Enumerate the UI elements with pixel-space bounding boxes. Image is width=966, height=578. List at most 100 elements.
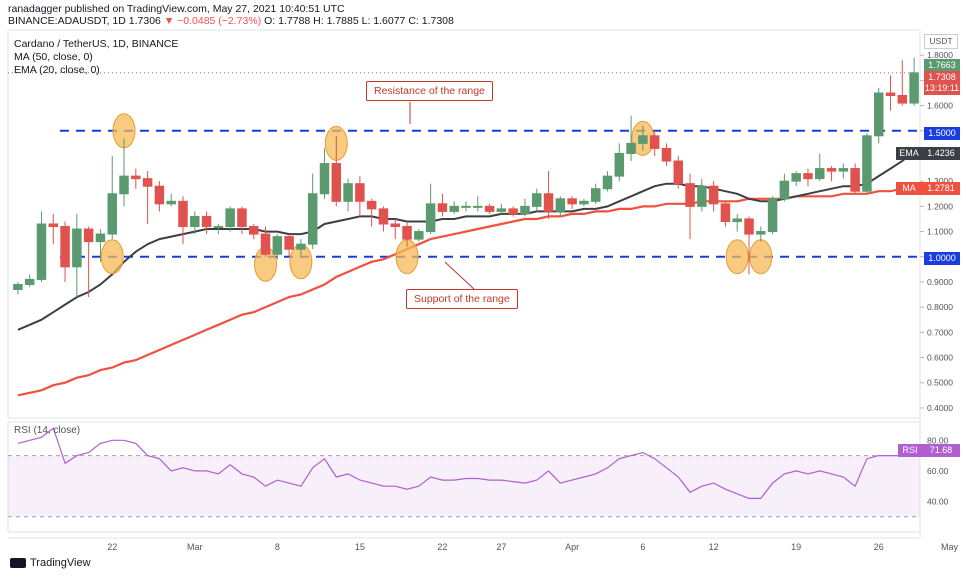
candle-body (355, 183, 365, 202)
price-tick-label: 1.3000 (927, 176, 953, 186)
candle-body (119, 175, 129, 195)
rsi-tag: RSI 71.68 (898, 444, 960, 457)
time-tick-label: 22 (107, 542, 117, 552)
time-tick-label: 19 (791, 542, 801, 552)
candle-body (626, 142, 636, 154)
support-level-tag: 1.0000 (924, 252, 960, 265)
price-tick-label: 0.4000 (927, 403, 953, 413)
candle-body (296, 243, 306, 250)
candle-body (366, 200, 377, 210)
support-annotation: Support of the range (406, 289, 518, 309)
rsi-tick-label: 40.00 (927, 496, 949, 506)
ema-tag: EMA 1.4236 (896, 147, 960, 160)
candle-body (425, 203, 436, 233)
touch-highlight (100, 239, 124, 275)
candle-body (343, 183, 353, 202)
touch-highlight (725, 239, 749, 275)
candle-body (484, 205, 495, 212)
price-tick-label: 1.1000 (927, 227, 953, 237)
candle-body (414, 231, 424, 240)
candle-body (461, 205, 471, 208)
rsi-tag-label: RSI (902, 445, 918, 455)
ma-tag-value: 1.2781 (927, 183, 955, 193)
candle-body (496, 208, 507, 212)
tradingview-mark-icon (10, 558, 26, 568)
candle-body (803, 173, 813, 180)
legend-ema[interactable]: EMA (20, close, 0) (14, 64, 100, 76)
candle-body (331, 163, 342, 202)
candle-body (638, 135, 648, 144)
candle-body (225, 208, 235, 228)
candle-body (107, 193, 117, 235)
candle-body (685, 183, 695, 207)
ma-tag-label: MA (902, 183, 916, 193)
candle-body (378, 208, 389, 225)
price-tick-label: 1.8000 (927, 50, 953, 60)
candle-body (567, 198, 577, 205)
candle-body (614, 152, 625, 177)
ohlc-values: O: 1.7788 H: 1.7885 L: 1.6077 C: 1.7308 (264, 15, 454, 27)
price-change: ▼ −0.0485 (−2.73%) (163, 15, 262, 27)
rsi-band-fill (8, 455, 920, 517)
price-tick-label: 0.7000 (927, 327, 953, 337)
candle-body (885, 92, 896, 97)
resistance-level-tag: 1.5000 (924, 127, 960, 140)
candle-body (213, 226, 224, 229)
ma50-line (17, 185, 915, 397)
price-tick-label: 0.6000 (927, 353, 953, 363)
rsi-tag-value: 71.68 (929, 445, 953, 455)
rsi-pane (7, 421, 921, 533)
legend-ma[interactable]: MA (50, close, 0) (14, 51, 93, 63)
candle-body (13, 283, 23, 291)
candle-body (449, 205, 459, 212)
candle-body (83, 228, 94, 243)
ema-tag-label: EMA (899, 148, 919, 158)
ema20-line (17, 150, 915, 331)
time-tick-label: 26 (874, 542, 884, 552)
last-price-tag: 1.7308 (924, 71, 960, 84)
candle-body (72, 228, 82, 268)
price-tick-label: 0.8000 (927, 302, 953, 312)
candle-body (697, 185, 707, 207)
candle-body (767, 198, 778, 233)
candle-body (131, 175, 141, 180)
candle-body (190, 215, 200, 228)
candle-body (237, 208, 247, 228)
candle-body (166, 200, 176, 205)
candle-body (543, 193, 554, 212)
candle-body (201, 215, 212, 228)
rsi-legend[interactable]: RSI (14, close) (14, 425, 81, 436)
candle-body (272, 236, 283, 255)
price-tick-label: 1.6000 (927, 101, 953, 111)
time-tick-label: May (941, 542, 959, 552)
candle-body (260, 233, 271, 255)
candle-body (661, 147, 672, 162)
candle-body (520, 205, 530, 215)
time-tick-label: Mar (187, 542, 203, 552)
candle-body (720, 203, 731, 222)
price-tick-label: 1.2000 (927, 201, 953, 211)
candle-body (178, 200, 188, 228)
currency-label: USDT (924, 34, 958, 49)
tradingview-logo[interactable]: TradingView (10, 557, 91, 569)
candle-body (473, 205, 483, 208)
candle-body (95, 233, 106, 243)
candle-body (897, 95, 908, 104)
candle-body (744, 218, 754, 235)
price-tag-upper: 1.7663 (924, 59, 960, 72)
candle-body (555, 198, 566, 212)
candle-body (48, 223, 59, 228)
candle-body (307, 193, 318, 245)
candle-body (873, 92, 884, 137)
candle-body (390, 223, 400, 228)
time-tick-label: Apr (565, 542, 579, 552)
candle-body (815, 168, 825, 180)
rsi-line (17, 427, 915, 499)
ma-tag: MA 1.2781 (896, 182, 960, 195)
candle-body (779, 180, 790, 200)
rsi-tick-label: 60.00 (927, 466, 949, 476)
candle-body (60, 226, 70, 268)
candle-body (402, 226, 412, 240)
support-callout-line (444, 261, 476, 291)
legend-symbol[interactable]: Cardano / TetherUS, 1D, BINANCE (14, 38, 179, 50)
